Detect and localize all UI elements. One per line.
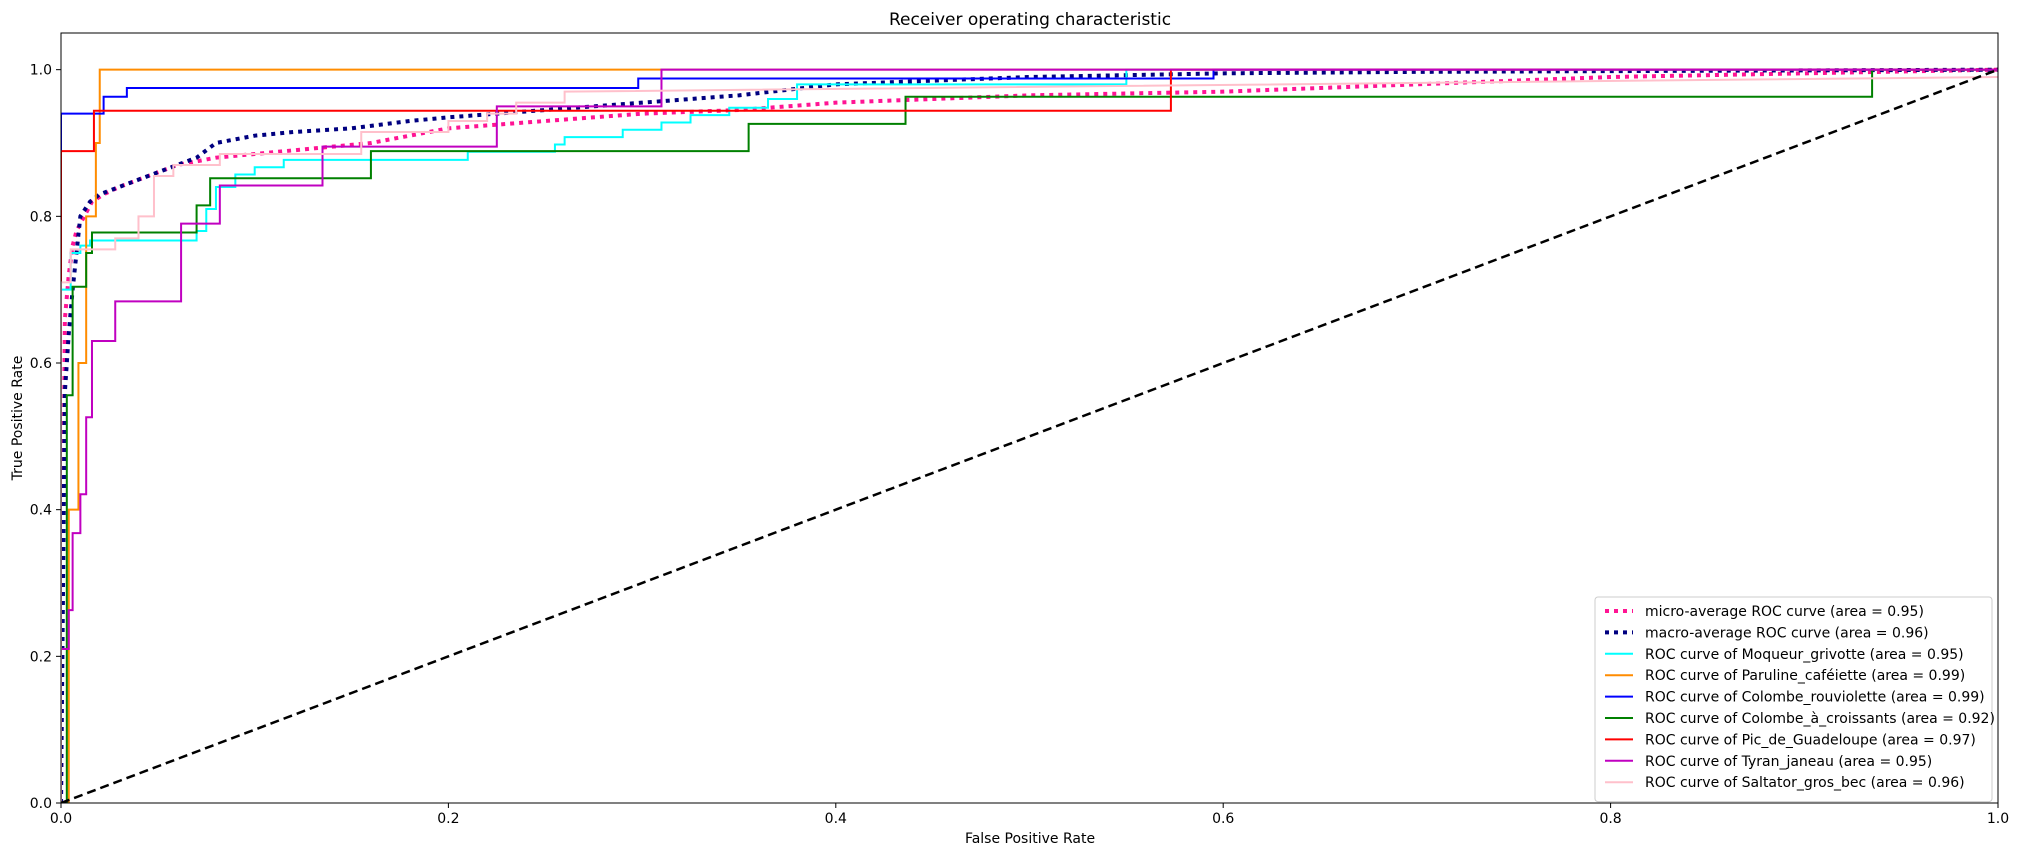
legend-entry-label: ROC curve of Pic_de_Guadeloupe (area = 0…	[1645, 732, 1976, 748]
series-line-5	[61, 68, 1998, 803]
x-tick-label: 0.0	[50, 811, 72, 827]
series-line-3	[61, 68, 1998, 803]
y-tick-label: 1.0	[30, 63, 52, 79]
legend-entry-label: ROC curve of Tyran_janeau (area = 0.95)	[1645, 754, 1932, 770]
x-tick-label: 0.4	[825, 811, 847, 827]
legend-entry-label: ROC curve of Saltator_gros_bec (area = 0…	[1645, 775, 1965, 791]
chance-diagonal-line	[61, 68, 1998, 803]
series-line-7	[61, 68, 1998, 803]
x-axis-ticks: 0.0 0.2 0.4 0.6 0.8 1.0	[50, 803, 2009, 827]
y-tick-label: 0.6	[30, 356, 52, 372]
chart-title: Receiver operating characteristic	[889, 10, 1171, 30]
y-axis-label: True Positive Rate	[10, 356, 26, 482]
plot-frame	[60, 32, 1999, 804]
x-tick-label: 0.6	[1212, 811, 1234, 827]
series-line-8	[61, 76, 1998, 803]
legend-entry-label: macro-average ROC curve (area = 0.96)	[1645, 625, 1929, 641]
y-tick-label: 0.2	[30, 649, 52, 665]
legend-entry-label: ROC curve of Moqueur_grivotte (area = 0.…	[1645, 647, 1964, 663]
series-line-4	[61, 68, 1998, 803]
legend-entry-label: ROC curve of Colombe_rouviolette (area =…	[1645, 690, 1985, 706]
x-tick-label: 1.0	[1987, 811, 2009, 827]
y-tick-label: 0.0	[30, 796, 52, 812]
x-tick-label: 0.2	[437, 811, 459, 827]
x-tick-label: 0.8	[1599, 811, 1621, 827]
legend-entry-label: ROC curve of Colombe_à_croissants (area …	[1645, 711, 1995, 727]
legend-box	[1594, 596, 1993, 803]
legend-entry-label: micro-average ROC curve (area = 0.95)	[1645, 604, 1924, 620]
legend-entry-label: ROC curve of Paruline_caféiette (area = …	[1645, 668, 1965, 684]
legend: micro-average ROC curve (area = 0.95) mac…	[1594, 596, 1995, 803]
series-line-2	[61, 68, 1998, 803]
y-axis-ticks: 0.0 0.2 0.4 0.6 0.8 1.0	[30, 63, 61, 812]
y-tick-label: 0.4	[30, 503, 52, 519]
y-tick-label: 0.8	[30, 209, 52, 225]
x-axis-label: False Positive Rate	[965, 831, 1095, 847]
series-line-1	[61, 67, 1998, 803]
